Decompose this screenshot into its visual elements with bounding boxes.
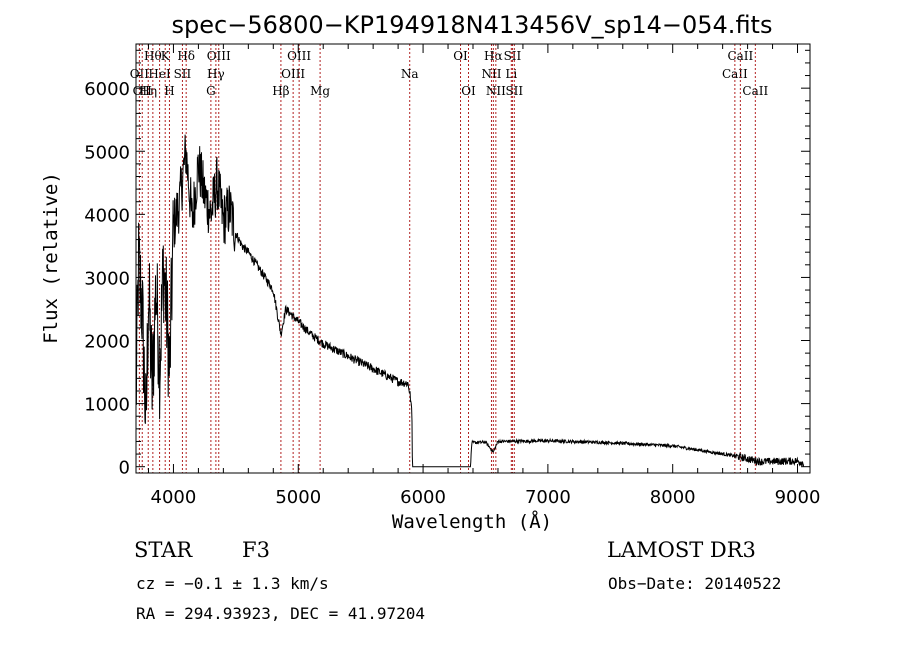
spectrum-line: [135, 134, 805, 468]
line-marker-label: CaII: [742, 84, 768, 98]
line-marker-label: OII: [133, 84, 153, 98]
x-tick-label: 5000: [275, 487, 321, 508]
line-marker-label: K: [161, 49, 171, 63]
line-marker-label: Hα: [484, 49, 503, 63]
line-marker-label: OI: [461, 84, 476, 98]
line-marker-label: Hη: [139, 84, 157, 98]
y-tick-label: 5000: [84, 142, 130, 163]
obs-date: Obs−Date: 20140522: [608, 574, 782, 593]
line-marker-label: Li: [505, 67, 517, 81]
x-tick-label: 4000: [151, 487, 197, 508]
line-marker-label: Hβ: [272, 84, 289, 98]
line-marker-label: OIII: [207, 49, 231, 63]
line-marker-label: OII: [130, 67, 150, 81]
y-tick-label: 4000: [84, 205, 130, 226]
line-markers-layer: OIIOIIHηHθHeIKHSIIHδGHγOIIIHβOIIIOIIIMgN…: [130, 44, 768, 473]
line-marker-label: OIII: [281, 67, 305, 81]
plot-frame: [135, 43, 811, 474]
line-marker-label: Hθ: [144, 49, 162, 63]
redshift-value: cz = −0.1 ± 1.3 km/s: [136, 574, 329, 593]
line-marker-label: NII: [486, 84, 506, 98]
chart-title: spec−56800−KP194918N413456V_sp14−054.fit…: [172, 11, 773, 39]
line-marker-label: CaII: [727, 49, 753, 63]
x-tick-label: 7000: [525, 487, 571, 508]
line-marker-label: Na: [401, 67, 419, 81]
line-marker-label: CaII: [722, 67, 748, 81]
x-axis-label: Wavelength (Å): [392, 510, 552, 533]
line-marker-label: Mg: [310, 84, 330, 98]
line-marker-label: SII: [174, 67, 192, 81]
x-tick-label: 6000: [400, 487, 446, 508]
line-marker-label: OIII: [287, 49, 311, 63]
x-tick-label: 8000: [650, 487, 696, 508]
object-class: STAR: [134, 538, 193, 562]
y-tick-label: 3000: [84, 268, 130, 289]
axis-ticks-layer: 4000 5000 6000 7000 8000 9000 0 1000 2000 3000 400…: [84, 44, 820, 508]
y-tick-label: 1000: [84, 395, 130, 416]
subclass: F3: [242, 538, 270, 562]
line-marker-label: H: [164, 84, 174, 98]
line-marker-label: G: [206, 84, 216, 98]
coordinates: RA = 294.93923, DEC = 41.97204: [136, 604, 425, 623]
line-marker-label: HeI: [148, 67, 171, 81]
line-marker-label: SII: [505, 84, 523, 98]
line-marker-label: OI: [453, 49, 468, 63]
line-marker-label: Hγ: [207, 67, 225, 81]
y-axis-label: Flux (relative): [40, 172, 62, 344]
line-marker-label: NII: [481, 67, 501, 81]
line-marker-label: SII: [504, 49, 522, 63]
x-tick-label: 9000: [775, 487, 821, 508]
line-marker-label: Hδ: [177, 49, 195, 63]
y-tick-label: 6000: [84, 79, 130, 100]
y-tick-label: 2000: [84, 332, 130, 353]
y-tick-label: 0: [119, 458, 130, 479]
survey-name: LAMOST DR3: [607, 538, 756, 562]
